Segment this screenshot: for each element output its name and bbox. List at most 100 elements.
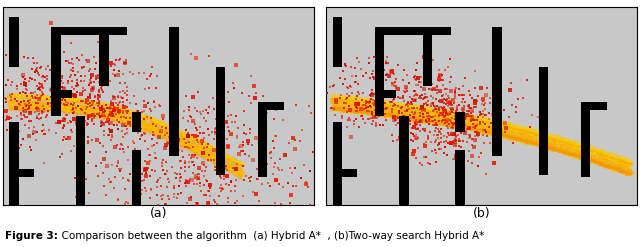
Point [331,100,341,104]
Point [202,144,212,148]
Point [94,102,104,106]
Point [161,185,172,188]
Point [436,112,446,116]
Point [356,107,366,111]
Point [72,120,82,124]
Point [430,128,440,132]
Point [367,110,377,114]
Point [295,139,305,143]
Point [141,171,151,175]
Point [445,126,456,130]
Point [131,102,141,106]
Point [68,87,79,91]
Point [399,114,409,118]
Point [214,132,224,136]
Point [180,159,191,163]
Bar [333,169,357,177]
Point [406,105,417,109]
Point [387,100,397,103]
Point [189,163,199,167]
Point [396,106,406,110]
Point [361,106,371,110]
Point [420,101,431,105]
Point [419,55,429,59]
Point [86,99,97,103]
Point [234,145,244,149]
Point [180,178,191,182]
Point [381,106,391,110]
Point [429,124,440,127]
Point [454,144,464,148]
Point [102,120,113,124]
Point [338,82,348,86]
Point [445,118,456,122]
Point [352,56,362,60]
Point [53,107,63,111]
Point [147,168,157,172]
Point [176,166,186,170]
Point [389,96,399,100]
Point [58,96,68,100]
Point [440,145,450,149]
Point [352,94,362,98]
Point [252,178,262,182]
Point [54,104,65,108]
Point [437,100,447,104]
Point [404,95,415,99]
Point [119,61,129,65]
Point [414,80,424,84]
Point [238,149,248,153]
Point [106,106,116,110]
Point [372,67,382,71]
Point [131,117,141,121]
Point [452,108,462,112]
Point [32,93,42,97]
Point [122,89,132,93]
Point [38,86,48,90]
Point [75,134,85,138]
Point [161,143,172,147]
Point [212,169,222,173]
Point [467,108,477,112]
Point [175,179,185,183]
Point [204,201,214,205]
Point [194,172,204,176]
Point [395,96,405,100]
Point [391,123,401,127]
Point [371,124,381,127]
Point [190,122,200,126]
Point [367,93,377,97]
Point [449,141,459,145]
Point [86,73,97,77]
Point [364,61,374,64]
Bar [581,102,607,110]
Point [24,106,34,110]
Point [74,202,84,206]
Point [15,103,26,107]
Point [308,150,318,154]
Point [434,68,444,72]
Point [210,127,220,131]
Point [439,134,449,138]
Point [436,94,447,98]
Point [216,176,227,180]
Point [92,73,102,77]
Point [86,81,96,85]
Point [110,63,120,67]
Point [216,127,226,131]
Point [97,113,108,117]
Point [167,103,177,107]
Point [434,106,444,110]
Point [212,142,223,145]
Point [96,86,106,90]
Point [119,115,129,119]
Point [243,139,253,143]
Point [406,97,417,101]
Point [118,135,129,139]
Point [387,110,397,114]
Bar [132,112,141,132]
Point [420,107,430,111]
Point [72,90,82,94]
Point [269,165,279,169]
Point [431,151,441,155]
